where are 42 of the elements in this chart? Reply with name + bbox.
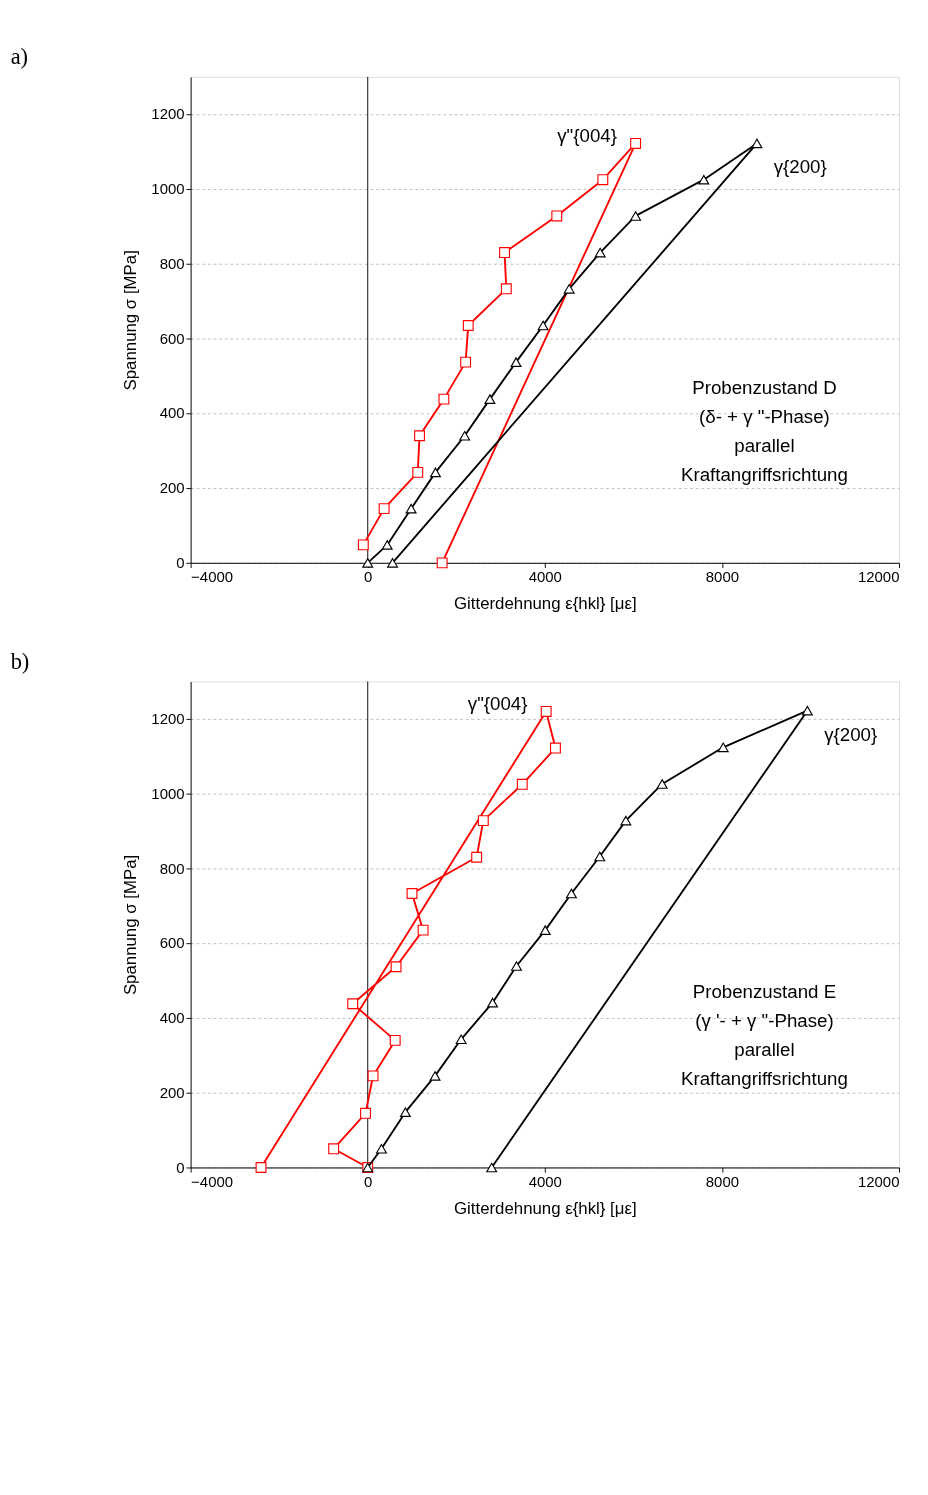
annotation: (δ- + γ "-Phase) [699,405,830,427]
y-tick-label: 1200 [151,710,185,728]
y-tick-label: 0 [176,1158,185,1176]
y-tick-label: 600 [159,329,185,347]
y-tick-label: 800 [159,254,185,272]
annotation: Kraftangriffsrichtung [680,463,848,485]
y-tick-label: 200 [159,479,185,497]
series-label: γ{200} [824,723,878,745]
series-label: γ"{004} [467,692,528,714]
x-axis-title: Gitterdehnung ε{hkl} [με] [453,594,637,614]
y-tick-label: 1000 [151,180,185,198]
annotation: Probenzustand D [692,376,837,398]
annotation: Probenzustand E [692,981,837,1003]
x-tick-label: 8000 [705,568,740,585]
x-axis-title: Gitterdehnung ε{hkl} [με] [453,1198,637,1218]
y-tick-label: 1200 [151,105,185,123]
series-label: γ"{004} [557,124,617,146]
chart-title: b) [10,648,30,674]
annotation: Kraftangriffsrichtung [680,1068,848,1090]
x-tick-label: −4000 [191,568,234,585]
y-axis-title: Spannung σ [MPa] [121,250,141,391]
x-tick-label: 0 [364,568,373,585]
y-tick-label: 400 [159,1009,185,1027]
x-tick-label: 12000 [857,1172,900,1190]
y-tick-label: 0 [176,553,185,571]
y-tick-label: 800 [159,859,185,877]
y-tick-label: 1000 [151,784,185,802]
x-tick-label: 8000 [705,1172,740,1190]
x-tick-label: 0 [364,1172,373,1190]
y-tick-label: 600 [159,934,185,952]
y-tick-label: 200 [159,1083,185,1101]
x-tick-label: 4000 [528,568,562,585]
x-tick-label: 4000 [528,1172,562,1190]
annotation: (γ '- + γ "-Phase) [695,1010,834,1032]
series-label: γ{200} [773,156,827,178]
annotation: parallel [734,434,795,456]
x-tick-label: −4000 [191,1172,234,1190]
x-tick-label: 12000 [857,568,900,585]
y-tick-label: 400 [159,404,185,422]
y-axis-title: Spannung σ [MPa] [121,854,141,996]
annotation: parallel [734,1039,795,1061]
chart-title: a) [10,44,29,70]
